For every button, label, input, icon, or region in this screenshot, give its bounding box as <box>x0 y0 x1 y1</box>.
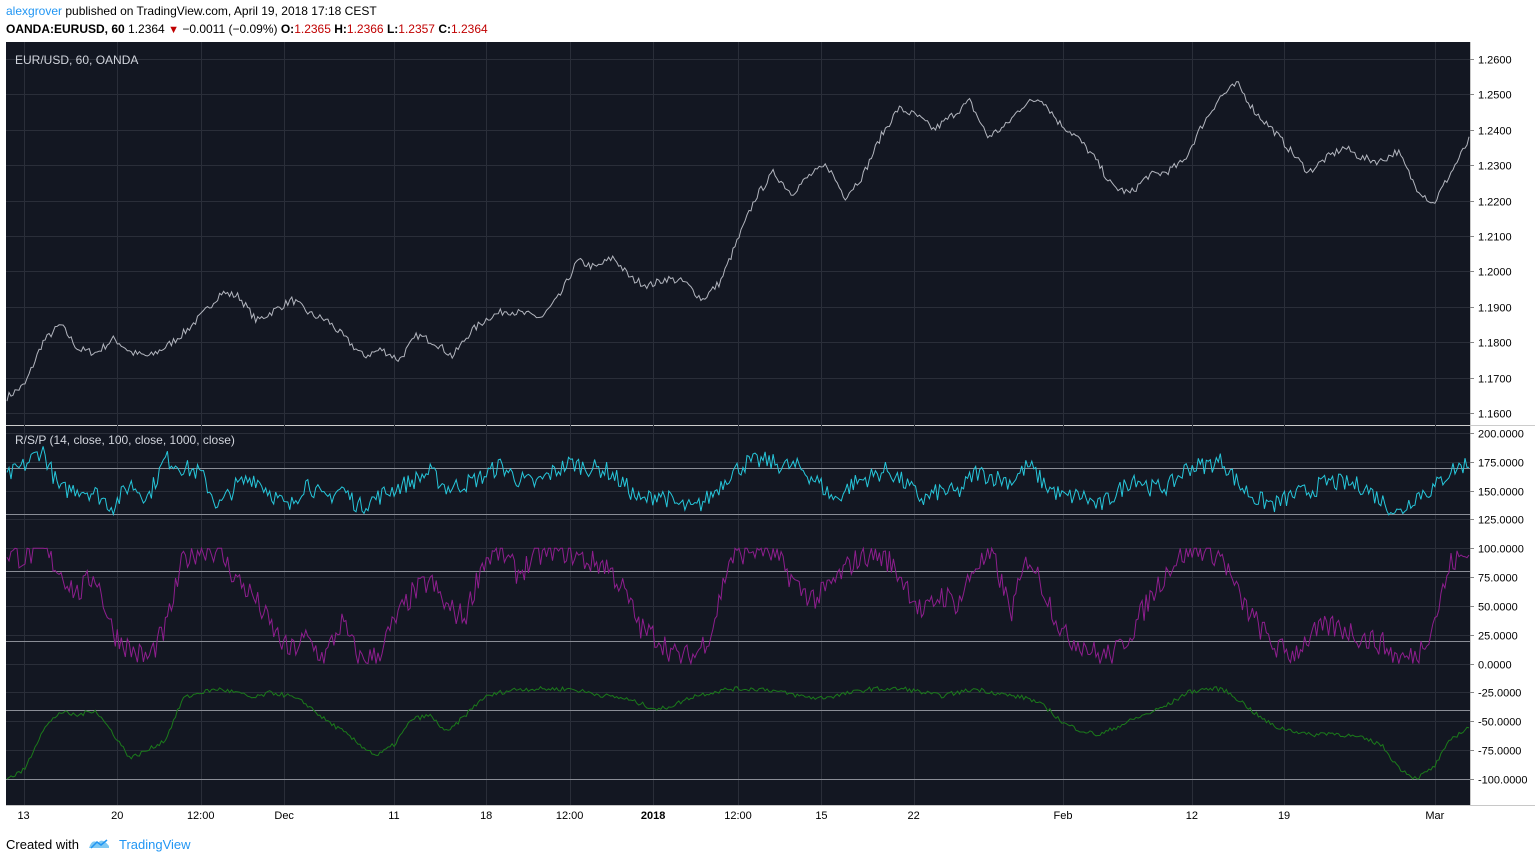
indicator-tick-label: 125.0000 <box>1478 515 1524 527</box>
time-tick-label: 11 <box>388 810 399 822</box>
indicator-tick-label: 0.0000 <box>1478 660 1512 672</box>
price-series-line <box>6 81 1470 402</box>
time-tick-label: 2018 <box>641 810 665 822</box>
price-tick-label: 1.2200 <box>1478 197 1512 209</box>
indicator-tick-label: -75.0000 <box>1478 746 1521 758</box>
price-tick-label: 1.2500 <box>1478 90 1512 102</box>
indicator-series-percent <box>6 685 1470 780</box>
open-label: O: <box>280 22 295 36</box>
created-with-label: Created with <box>6 837 79 852</box>
indicator-tick-label: 50.0000 <box>1478 602 1518 614</box>
chart-svg[interactable]: 1.1600 1.1700 1.1800 1.1900 1.2000 1.2100 1.22… <box>6 42 1535 826</box>
last-price: 1.2364 <box>128 22 165 36</box>
low-label: L: <box>386 22 399 36</box>
indicator-series-stochastic <box>6 546 1470 666</box>
author-link[interactable]: alexgrover <box>6 4 63 18</box>
time-tick-label: Mar <box>1425 810 1444 822</box>
time-tick-label: 18 <box>480 810 492 822</box>
time-tick-label: 12:00 <box>556 810 584 822</box>
indicator-series-rsi <box>6 446 1470 517</box>
publish-info: alexgrover published on TradingView.com,… <box>6 4 377 19</box>
price-tick-label: 1.1900 <box>1478 303 1512 315</box>
indicator-tick-label: -100.0000 <box>1478 775 1528 787</box>
indicator-tick-label: 100.0000 <box>1478 544 1524 556</box>
indicator-tick-label: 25.0000 <box>1478 631 1518 643</box>
indicator-pane-title: R/S/P (14, close, 100, close, 1000, clos… <box>15 433 235 447</box>
price-tick-label: 1.1800 <box>1478 338 1512 350</box>
price-tick-label: 1.2100 <box>1478 232 1512 244</box>
footer: Created with TradingView <box>6 836 191 853</box>
time-tick-label: 12:00 <box>187 810 215 822</box>
close-value: 1.2364 <box>451 22 488 36</box>
publish-text: published on TradingView.com, April 19, … <box>62 4 377 18</box>
high-label: H: <box>334 22 347 36</box>
tradingview-link[interactable]: TradingView <box>118 837 191 852</box>
price-change: −0.0011 (−0.09%) <box>182 22 278 36</box>
price-tick-label: 1.2300 <box>1478 161 1512 173</box>
indicator-tick-label: 75.0000 <box>1478 573 1518 585</box>
time-tick-label: 19 <box>1278 810 1290 822</box>
price-tick-label: 1.2600 <box>1478 55 1512 67</box>
indicator-tick-label: 200.0000 <box>1478 429 1524 441</box>
time-tick-label: 13 <box>17 810 29 822</box>
price-pane-title: EUR/USD, 60, OANDA <box>15 53 138 67</box>
indicator-tick-label: -50.0000 <box>1478 717 1521 729</box>
price-axis-background <box>1470 42 1535 826</box>
time-tick-label: 22 <box>908 810 920 822</box>
open-value: 1.2365 <box>294 22 331 36</box>
ohlc-legend: OANDA:EURUSD, 60 1.2364 ▼ −0.0011 (−0.09… <box>6 22 488 38</box>
price-tick-label: 1.2400 <box>1478 126 1512 138</box>
down-arrow-icon: ▼ <box>168 24 179 36</box>
tradingview-logo-icon[interactable] <box>87 836 111 853</box>
indicator-tick-label: 175.0000 <box>1478 458 1524 470</box>
indicator-tick-label: 150.0000 <box>1478 487 1524 499</box>
chart-area[interactable]: 1.1600 1.1700 1.1800 1.1900 1.2000 1.2100 1.22… <box>6 42 1535 826</box>
time-tick-label: Feb <box>1054 810 1073 822</box>
time-tick-label: Dec <box>274 810 294 822</box>
high-value: 1.2366 <box>346 22 384 36</box>
low-value: 1.2357 <box>398 22 435 36</box>
price-tick-label: 1.1700 <box>1478 374 1512 386</box>
time-tick-label: 12 <box>1186 810 1198 822</box>
time-tick-label: 12:00 <box>724 810 752 822</box>
price-tick-label: 1.1600 <box>1478 409 1512 421</box>
indicator-tick-label: -25.0000 <box>1478 688 1521 700</box>
time-axis-background <box>6 805 1470 826</box>
price-tick-label: 1.2000 <box>1478 267 1512 279</box>
time-tick-label: 20 <box>111 810 123 822</box>
close-label: C: <box>438 22 451 36</box>
time-tick-label: 15 <box>815 810 827 822</box>
symbol-label: OANDA:EURUSD, 60 <box>6 22 125 36</box>
